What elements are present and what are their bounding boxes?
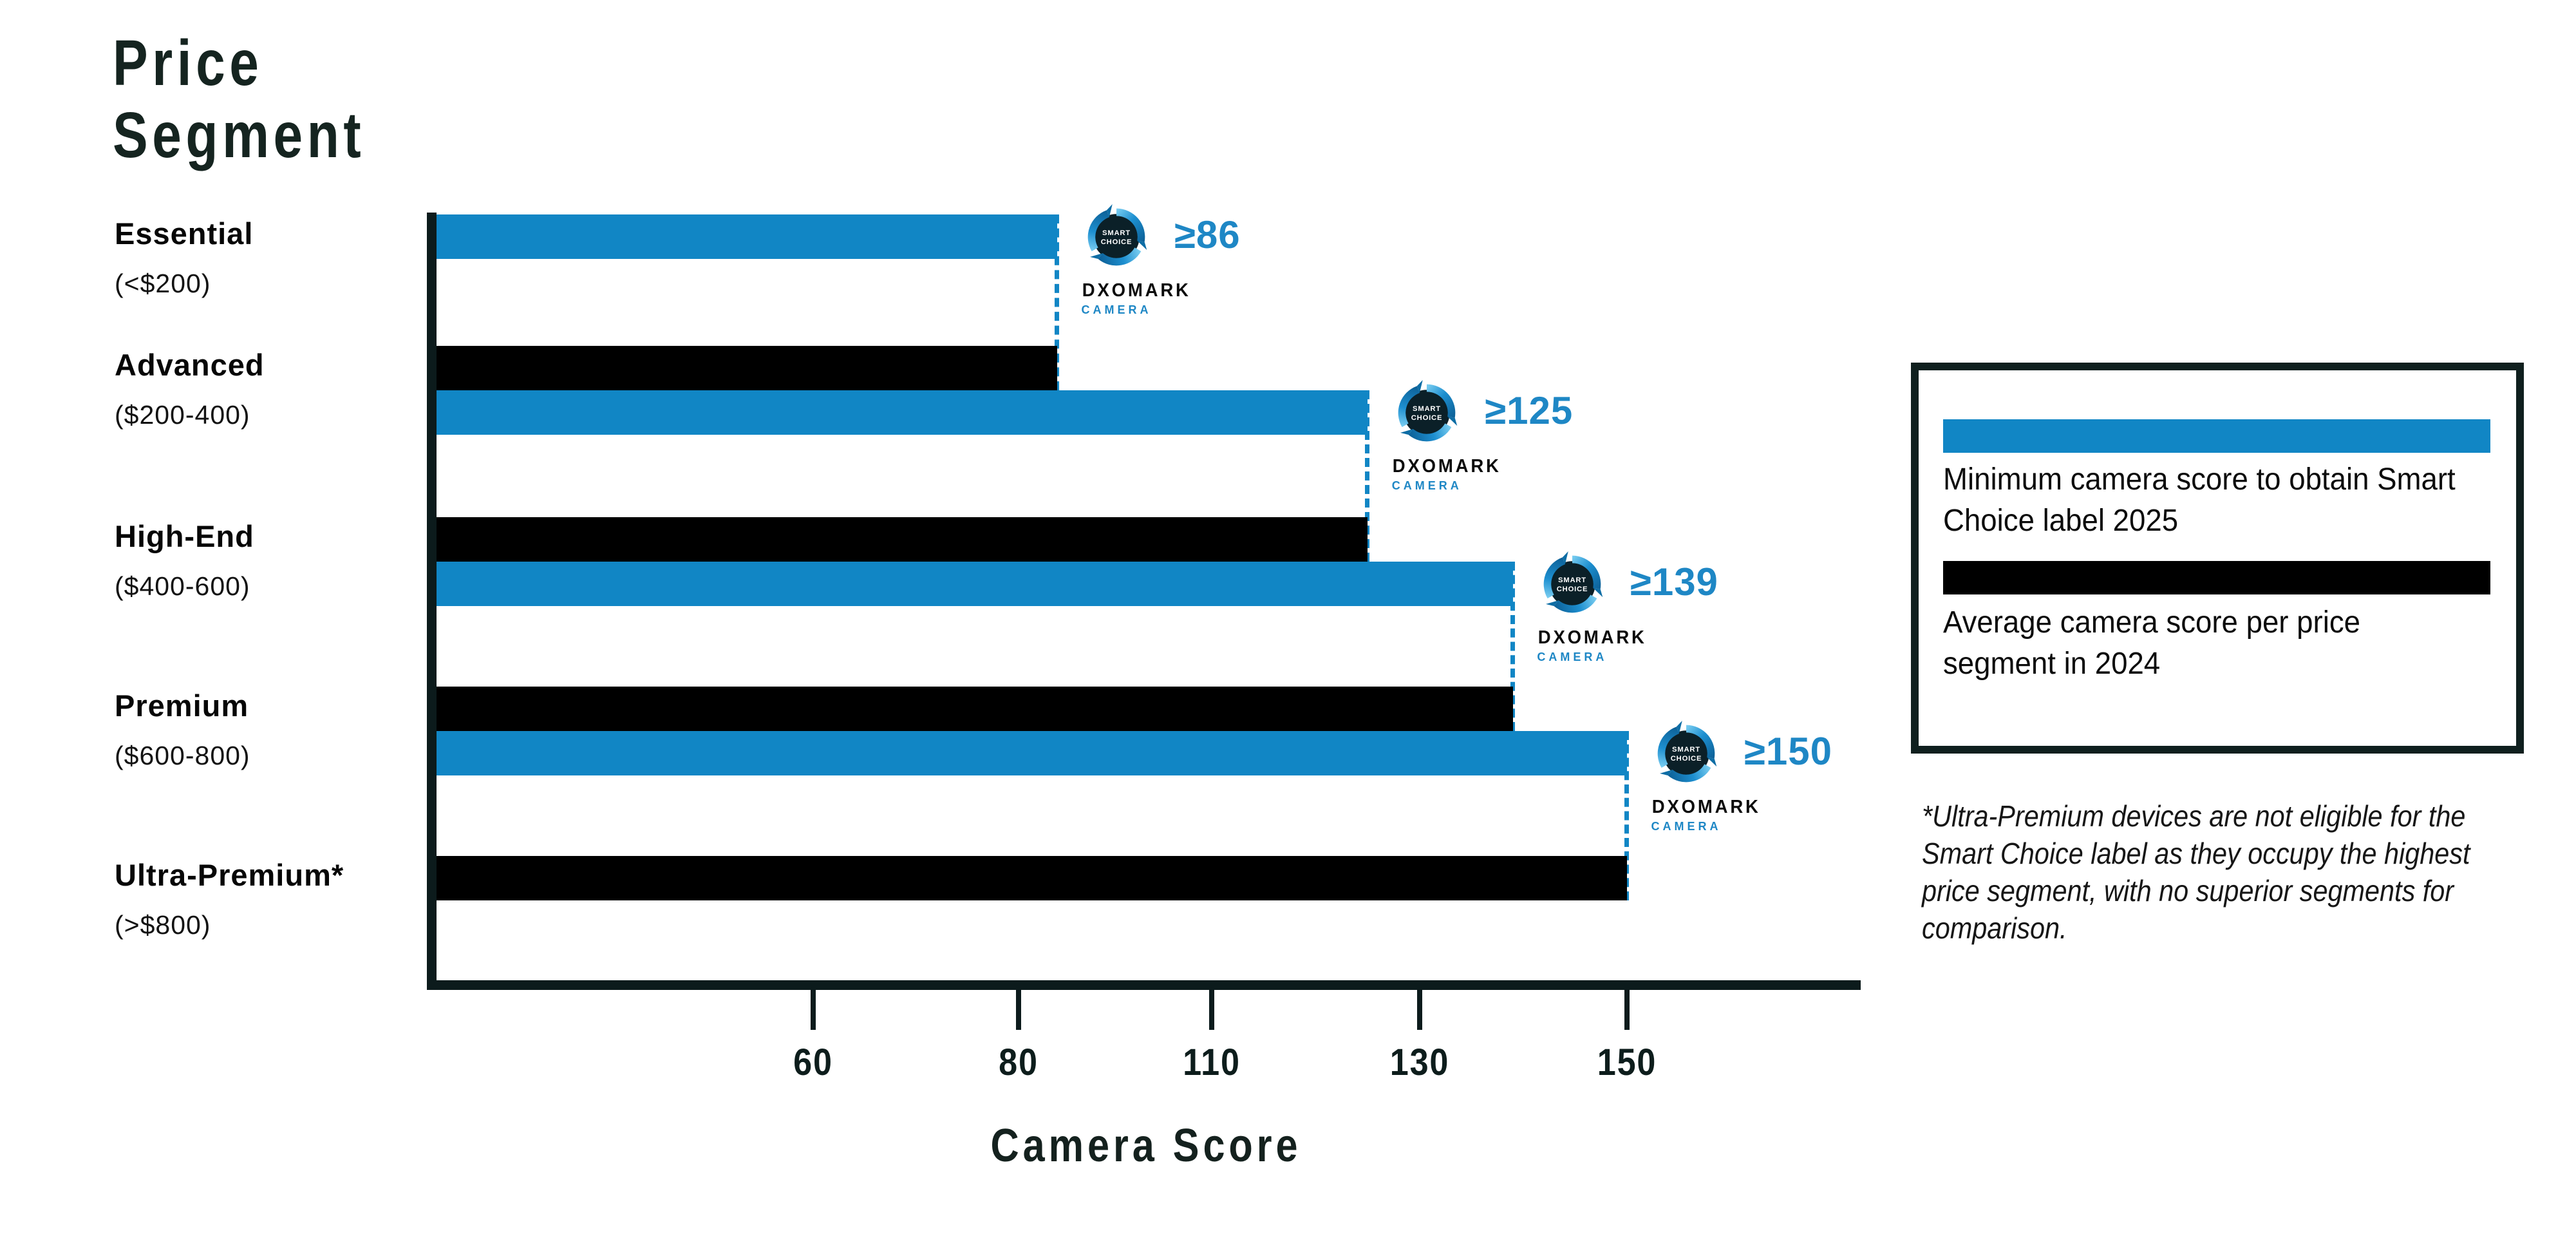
legend-label-black: Average camera score per price segment i… — [1943, 605, 2361, 681]
guide-dashed-line — [1365, 390, 1370, 562]
dxomark-wordmark: DXOMARK — [1537, 627, 1647, 648]
min-score-value: ≥139 — [1630, 560, 1718, 603]
min-score-value: ≥125 — [1485, 389, 1574, 432]
svg-text:CHOICE: CHOICE — [1671, 755, 1702, 763]
x-tick-mark — [1209, 990, 1214, 1030]
x-tick-mark — [811, 990, 816, 1030]
dxomark-wordmark: DXOMARK — [1651, 797, 1761, 817]
x-tick-mark — [1417, 990, 1422, 1030]
x-tick-label: 130 — [1389, 1041, 1450, 1083]
svg-text:SMART: SMART — [1413, 405, 1441, 413]
smart-choice-logo: SMART CHOICE — [1087, 204, 1147, 266]
smart-choice-logo: SMART CHOICE — [1657, 721, 1717, 783]
dxomark-camera-label: CAMERA — [1537, 651, 1608, 663]
segment-label-1: Essential — [115, 216, 254, 251]
legend-label-blue: Minimum camera score to obtain Smart Cho… — [1943, 462, 2456, 538]
smart-choice-logo: SMART CHOICE — [1398, 380, 1458, 442]
dxomark-camera-label: CAMERA — [1081, 303, 1152, 316]
x-tick-label: 60 — [793, 1041, 833, 1083]
bar-avg-2024-advanced — [437, 346, 1057, 390]
x-tick-mark — [1016, 990, 1021, 1030]
segment-label-3: High-End — [115, 519, 254, 553]
bar-min-2025-premium — [437, 731, 1627, 775]
min-score-value: ≥150 — [1744, 730, 1833, 773]
x-tick-mark — [1624, 990, 1630, 1030]
x-tick-label: 110 — [1183, 1041, 1241, 1083]
svg-text:SMART: SMART — [1558, 576, 1586, 584]
legend-box: Minimum camera score to obtain Smart Cho… — [1911, 363, 2524, 754]
bar-avg-2024-premium — [437, 687, 1513, 731]
min-score-value: ≥86 — [1174, 213, 1241, 256]
legend-swatch-blue — [1943, 419, 2490, 453]
dxomark-camera-label: CAMERA — [1651, 820, 1722, 833]
guide-dashed-line — [1510, 562, 1515, 731]
smart-choice-badge: SMART CHOICE DXOMARK CAMERA — [1080, 201, 1191, 317]
segment-label-5: Ultra-Premium* — [115, 858, 344, 892]
footnote: *Ultra-Premium devices are not eligible … — [1922, 799, 2470, 945]
x-tick-label: 80 — [999, 1041, 1039, 1083]
smart-choice-badge: SMART CHOICE DXOMARK CAMERA — [1391, 377, 1502, 493]
segment-range-2: ($200-400) — [115, 400, 250, 430]
dxomark-camera-label: CAMERA — [1391, 479, 1462, 492]
page-title-line2: Segment — [113, 99, 366, 171]
bar-min-2025-high-end — [437, 562, 1513, 606]
segment-label-2: Advanced — [115, 348, 265, 382]
bar-avg-2024-ultra-premium- — [437, 856, 1627, 900]
x-axis-line — [427, 980, 1861, 990]
smart-choice-logo: SMART CHOICE — [1543, 551, 1603, 613]
segment-range-3: ($400-600) — [115, 571, 250, 601]
page-title: Price Segment — [113, 27, 365, 171]
smart-choice-badge: SMART CHOICE DXOMARK CAMERA — [1650, 717, 1761, 833]
legend-swatch-black — [1943, 561, 2490, 594]
svg-text:CHOICE: CHOICE — [1557, 585, 1588, 593]
svg-text:CHOICE: CHOICE — [1101, 238, 1132, 246]
guide-dashed-line — [1624, 731, 1629, 900]
bar-min-2025-advanced — [437, 390, 1368, 435]
segment-range-1: (<$200) — [115, 269, 211, 298]
segment-range-4: ($600-800) — [115, 741, 250, 770]
svg-text:SMART: SMART — [1672, 746, 1700, 754]
bar-avg-2024-high-end — [437, 517, 1368, 562]
page-title-line1: Price — [113, 27, 263, 99]
guide-dashed-line — [1055, 214, 1059, 390]
bar-min-2025-essential — [437, 214, 1057, 259]
svg-text:CHOICE: CHOICE — [1411, 414, 1442, 422]
svg-text:SMART: SMART — [1102, 229, 1131, 237]
x-axis-title: Camera Score — [990, 1120, 1302, 1172]
smart-choice-badge: SMART CHOICE DXOMARK CAMERA — [1536, 548, 1647, 664]
dxomark-wordmark: DXOMARK — [1082, 280, 1191, 301]
segment-label-4: Premium — [115, 689, 249, 723]
dxomark-wordmark: DXOMARK — [1393, 456, 1502, 477]
segment-range-5: (>$800) — [115, 910, 211, 940]
y-axis-line — [427, 213, 437, 990]
x-tick-label: 150 — [1597, 1041, 1657, 1083]
